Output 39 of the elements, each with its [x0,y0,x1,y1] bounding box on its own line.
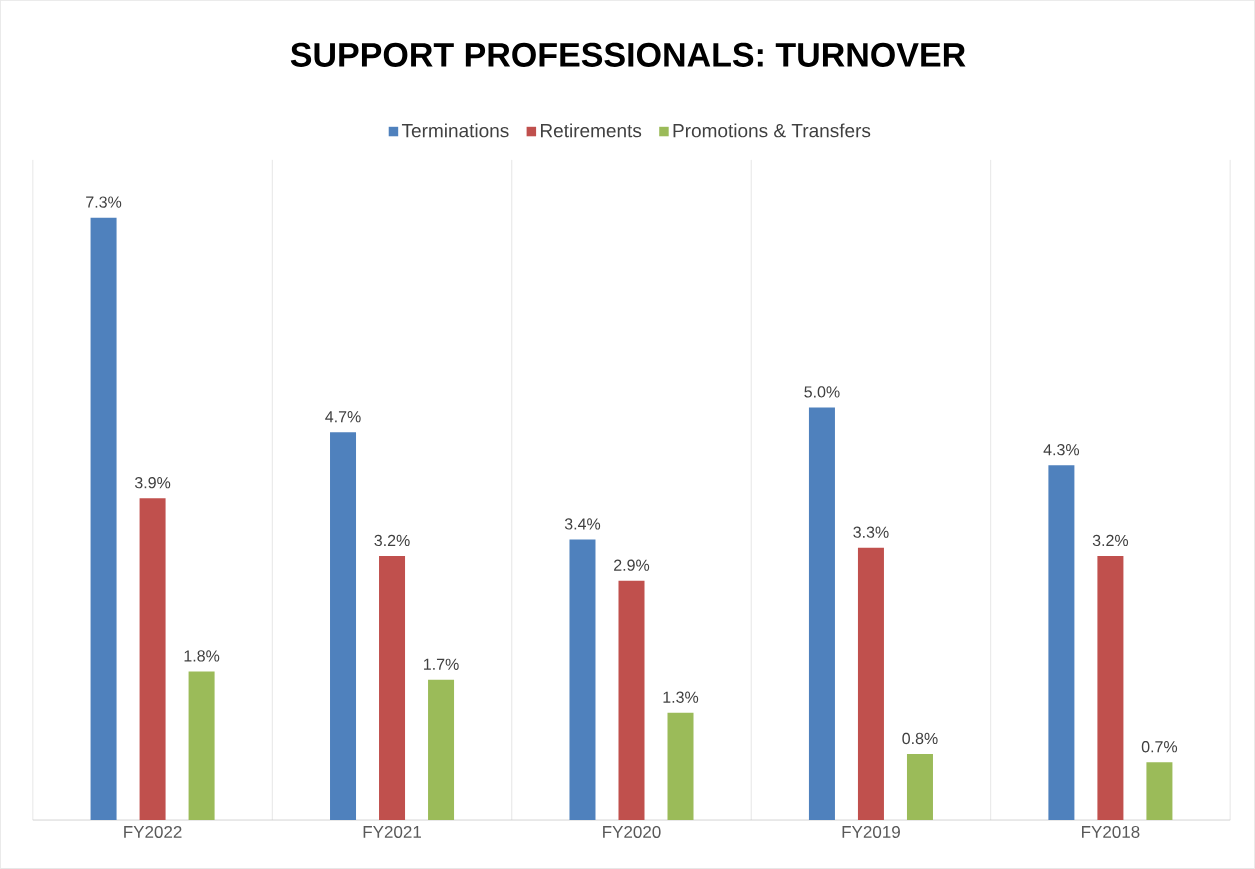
data-label: 7.3% [86,196,122,208]
legend-label: Promotions & Transfers [673,123,871,138]
bar [90,217,117,821]
bar [1097,556,1124,821]
bar [1048,465,1075,821]
bar [188,671,215,821]
bar [139,498,166,821]
x-tick-label: FY2018 [1082,825,1140,839]
legend-label: Terminations [401,123,509,138]
data-label: 1.3% [663,691,699,703]
bar [808,407,835,821]
data-label: 3.2% [1092,534,1129,547]
bar [428,679,455,821]
x-tick-label: FY2022 [124,825,182,839]
data-label: 3.9% [134,477,171,489]
bar [906,754,933,821]
bar [857,547,884,821]
bar [569,539,596,821]
data-label: 3.4% [564,518,601,530]
bar [330,432,357,821]
bar [379,556,406,821]
data-label: 4.3% [1043,444,1080,456]
x-tick-label: FY2021 [363,825,421,839]
data-label: 3.2% [374,534,410,547]
data-label: 2.9% [614,559,650,571]
x-tick-label: FY2019 [842,825,900,839]
data-label: 4.7% [325,411,361,423]
data-label: 1.8% [184,650,220,662]
data-label: 1.7% [424,658,459,670]
data-label: 0.7% [1141,741,1178,753]
bar [1146,762,1173,821]
chart-title: SUPPORT PROFESSIONALS: TURNOVER [290,42,966,67]
data-label: 3.3% [853,526,889,538]
x-tick-label: FY2020 [603,825,661,839]
data-label: 5.0% [804,386,840,398]
bar [667,712,694,821]
bar [618,580,645,821]
legend-label: Retirements [540,123,642,138]
data-label: 0.8% [902,732,938,745]
